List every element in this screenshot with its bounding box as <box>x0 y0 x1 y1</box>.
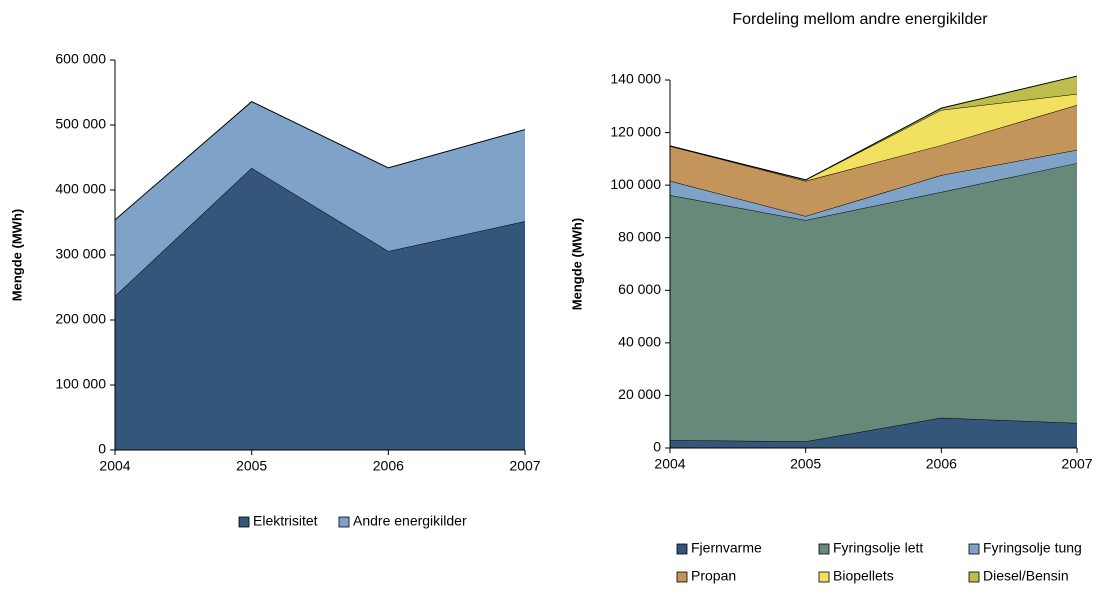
legend-label: Andre energikilder <box>353 513 467 529</box>
y-axis-label: Mengde (MWh) <box>569 218 584 310</box>
x-tick-label: 2007 <box>509 458 540 474</box>
legend-label: Fjernvarme <box>691 540 762 556</box>
area <box>670 76 1077 180</box>
legend-swatch <box>818 543 830 555</box>
y-tick-label: 60 000 <box>618 281 661 297</box>
y-tick-label: 500 000 <box>55 116 106 132</box>
legend-label: Fyringsolje tung <box>983 540 1082 556</box>
legend-label: Elektrisitet <box>253 513 318 529</box>
y-tick-label: 0 <box>98 441 106 457</box>
legend-label: Fyringsolje lett <box>833 540 923 556</box>
y-tick-label: 300 000 <box>55 246 106 262</box>
x-tick-label: 2005 <box>236 458 267 474</box>
y-tick-label: 0 <box>653 439 661 455</box>
y-tick-label: 140 000 <box>610 71 661 87</box>
y-tick-label: 400 000 <box>55 181 106 197</box>
area <box>670 417 1077 448</box>
chart-title: Fordeling mellom andre energikilder <box>732 11 988 28</box>
area <box>115 101 525 296</box>
area <box>115 167 525 450</box>
legend-swatch <box>968 543 980 555</box>
y-tick-label: 200 000 <box>55 311 106 327</box>
y-tick-label: 600 000 <box>55 51 106 67</box>
y-tick-label: 100 000 <box>55 376 106 392</box>
area-edge <box>669 75 1078 181</box>
area <box>670 93 1077 181</box>
y-tick-label: 80 000 <box>618 228 661 244</box>
legend-label: Propan <box>691 568 736 584</box>
area-edge <box>114 101 526 221</box>
legend-swatch <box>676 571 688 583</box>
legend-swatch <box>676 543 688 555</box>
y-tick-label: 40 000 <box>618 334 661 350</box>
area <box>670 104 1077 217</box>
legend-swatch <box>338 516 350 528</box>
y-tick-label: 100 000 <box>610 176 661 192</box>
x-tick-label: 2005 <box>790 456 821 472</box>
x-tick-label: 2007 <box>1061 456 1092 472</box>
x-tick-label: 2004 <box>99 458 130 474</box>
area <box>670 163 1077 442</box>
y-axis-label: Mengde (MWh) <box>9 209 24 301</box>
x-tick-label: 2006 <box>373 458 404 474</box>
legend-label: Diesel/Bensin <box>983 568 1069 584</box>
y-tick-label: 120 000 <box>610 123 661 139</box>
legend-swatch <box>818 571 830 583</box>
legend-label: Biopellets <box>833 568 894 584</box>
y-tick-label: 20 000 <box>618 386 661 402</box>
x-tick-label: 2006 <box>926 456 957 472</box>
legend-swatch <box>968 571 980 583</box>
legend-swatch <box>238 516 250 528</box>
x-tick-label: 2004 <box>654 456 685 472</box>
